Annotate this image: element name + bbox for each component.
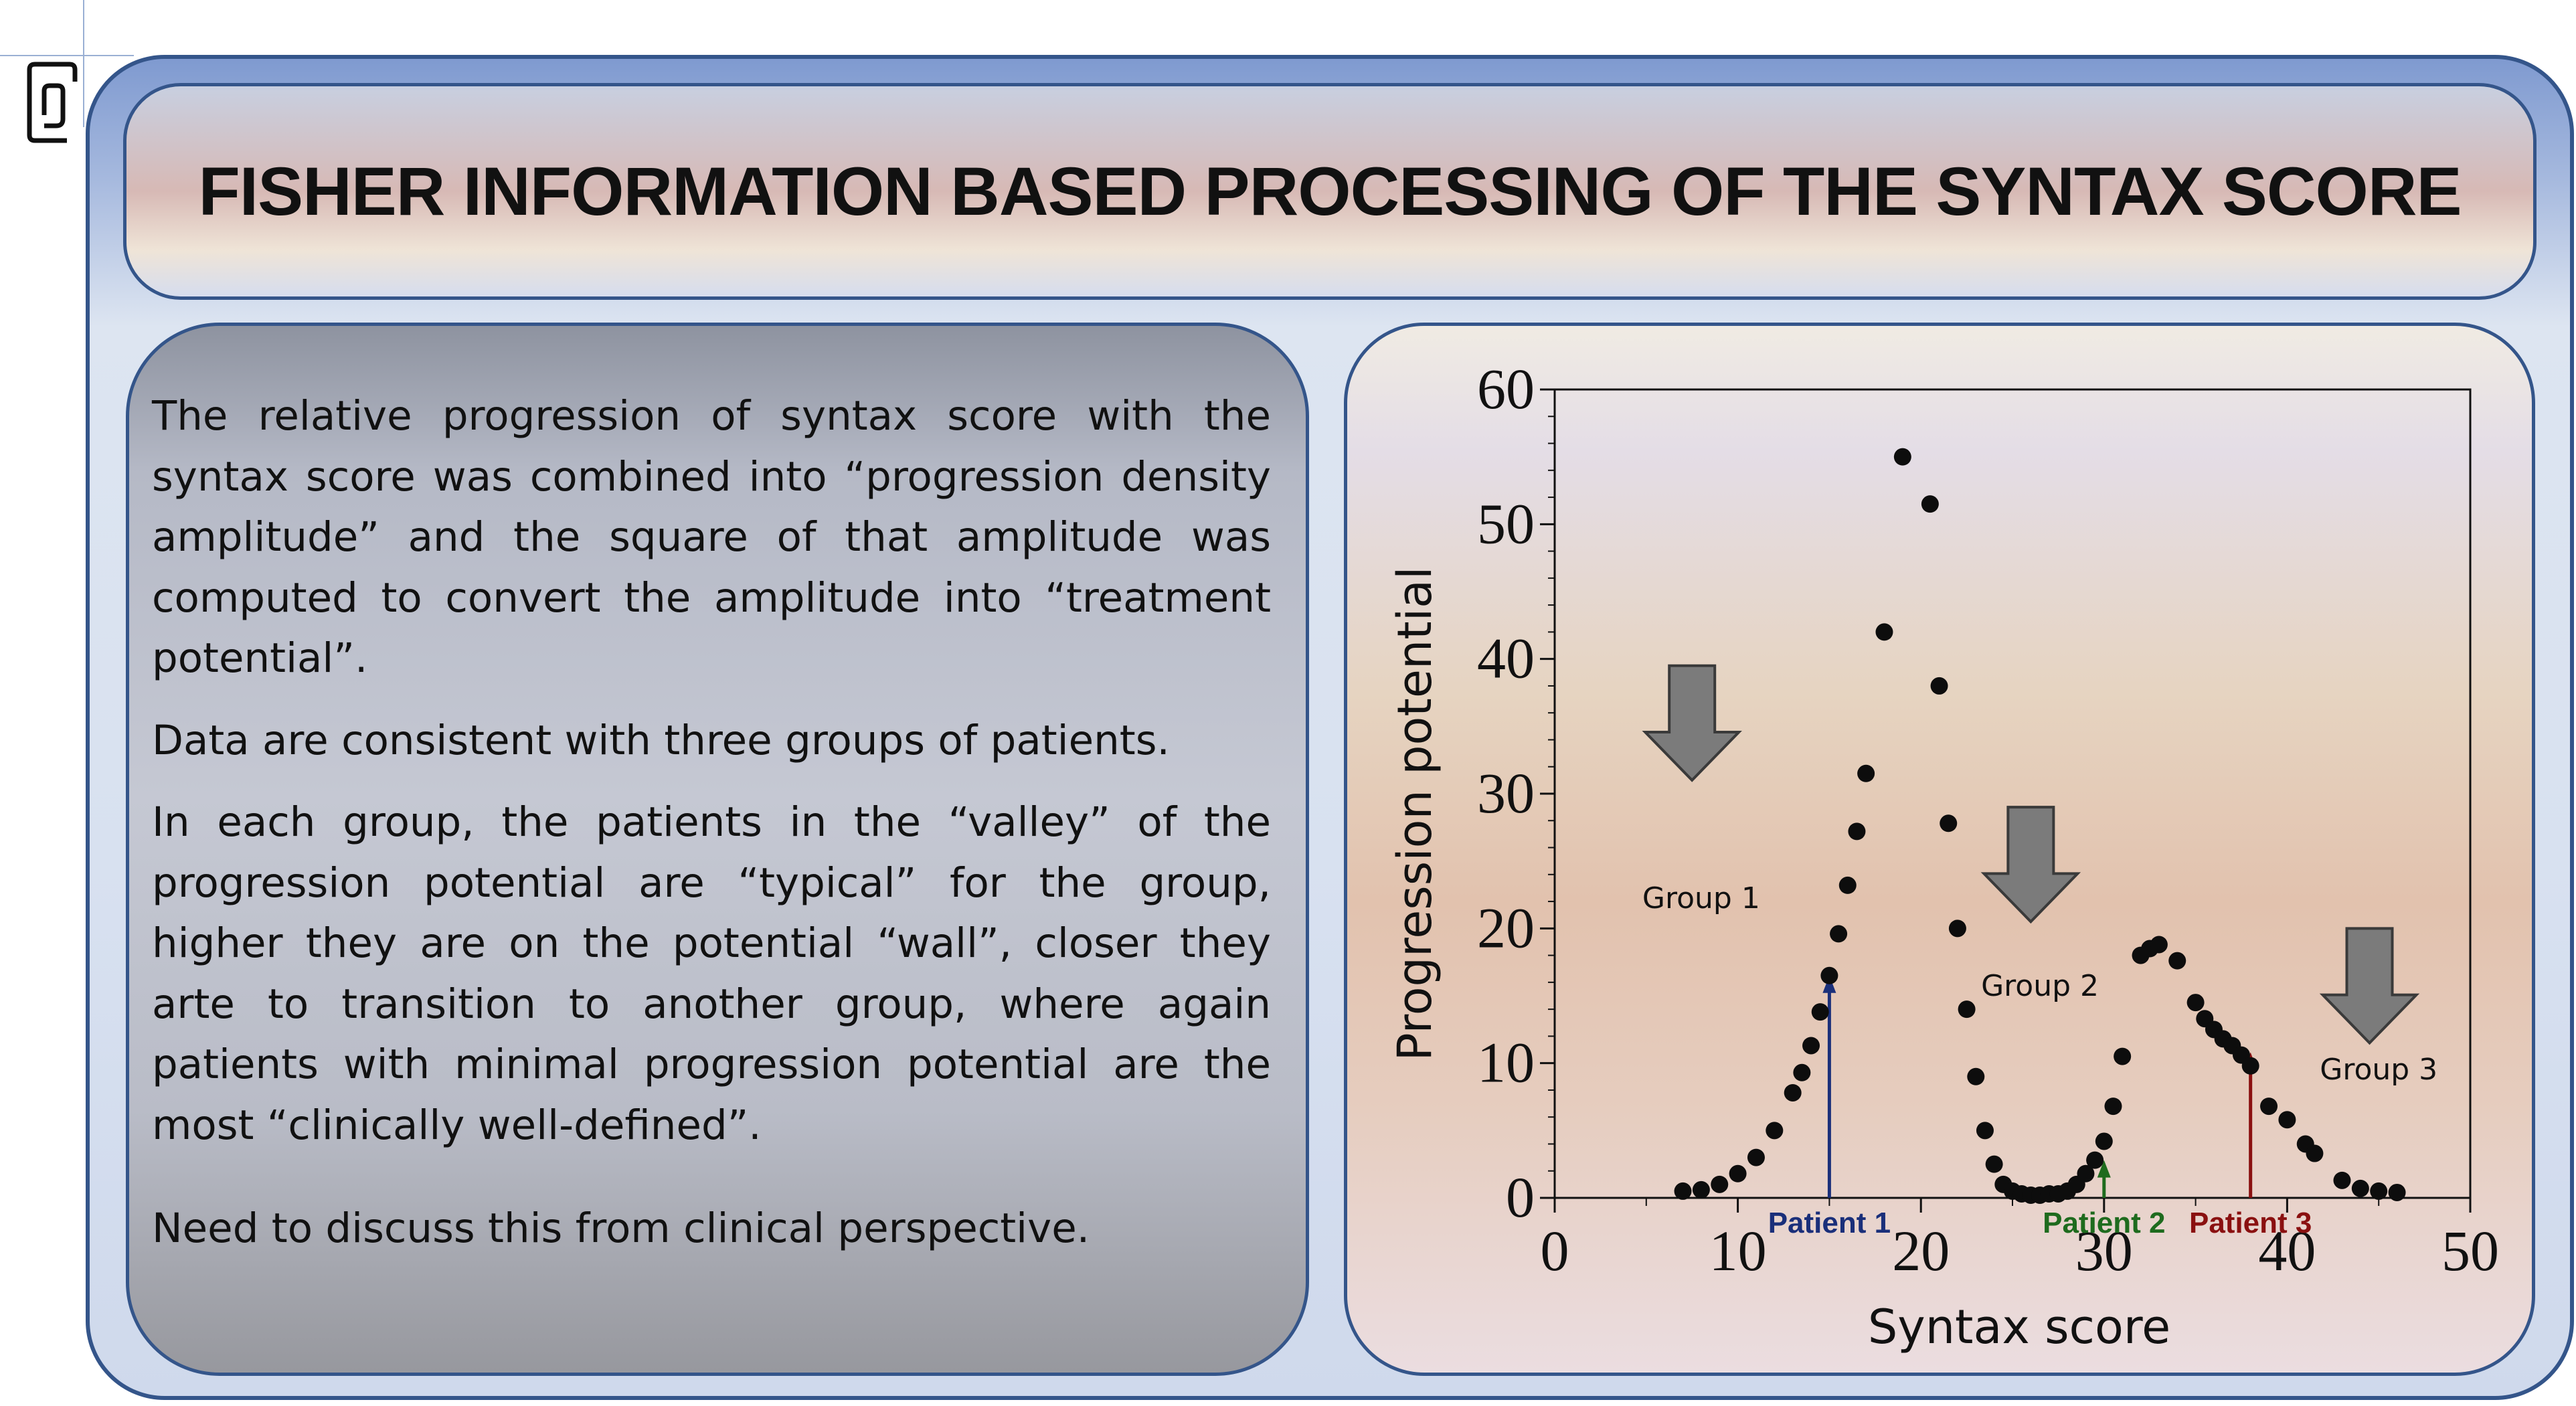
group-1-label: Group 1 (1642, 881, 1760, 915)
y-axis-title: Progression potential (1387, 567, 1442, 1061)
data-point (1766, 1122, 1784, 1140)
patient-1-label: Patient 1 (1768, 1207, 1891, 1239)
data-point (1838, 876, 1857, 894)
title-banner: FISHER INFORMATION BASED PROCESSING OF T… (123, 83, 2537, 300)
slide-title: FISHER INFORMATION BASED PROCESSING OF T… (198, 153, 2462, 230)
description-panel: The relative progression of syntax score… (126, 323, 1309, 1376)
data-point (1940, 814, 1958, 832)
data-point (1976, 1122, 1994, 1140)
data-point (1958, 1000, 1976, 1019)
paragraph-groups: Data are consistent with three groups of… (152, 716, 1170, 764)
data-point (1857, 764, 1875, 782)
chart-panel: 0 10 20 30 40 50 60 0 10 20 30 40 50 Syntax score Prog… (1344, 323, 2535, 1376)
group-1-arrow (1642, 664, 1742, 782)
group-2-label: Group 2 (1981, 969, 2099, 1003)
data-point (2150, 936, 2168, 954)
data-point (1875, 623, 1893, 641)
data-point (1793, 1063, 1811, 1081)
data-point (1711, 1175, 1729, 1193)
data-point (2306, 1144, 2324, 1162)
data-point (1848, 822, 1866, 841)
paragraph-discussion: Need to discuss this from clinical persp… (152, 1205, 1090, 1252)
y-tick-label: 50 (1477, 491, 1535, 555)
y-tick-label: 10 (1477, 1031, 1535, 1095)
y-tick-label: 60 (1477, 357, 1535, 421)
x-tick-label: 40 (2258, 1219, 2316, 1283)
data-point (1692, 1180, 1710, 1199)
data-point (1893, 448, 1911, 466)
data-point (2388, 1183, 2406, 1201)
x-tick-label: 20 (1892, 1219, 1950, 1283)
data-point (1985, 1155, 2003, 1173)
x-axis-title: Syntax score (1868, 1300, 2170, 1354)
data-point (1784, 1083, 1802, 1102)
x-tick-label: 30 (2075, 1219, 2133, 1283)
data-point (2333, 1171, 2351, 1189)
data-point (2095, 1132, 2113, 1150)
data-point (1747, 1148, 1765, 1166)
patient-3-label: Patient 3 (2189, 1207, 2312, 1239)
paragraph-valley: In each group, the patients in the “vall… (152, 798, 1271, 1149)
data-point (1674, 1182, 1692, 1200)
data-point (1820, 966, 1838, 984)
data-point (1930, 677, 1948, 695)
data-point (2104, 1097, 2122, 1116)
data-point (2351, 1179, 2369, 1197)
data-point (2241, 1057, 2259, 1075)
data-point (1830, 925, 1848, 943)
y-tick-label: 0 (1506, 1165, 1535, 1229)
data-point (1811, 1003, 1829, 1021)
group-2-arrow (1980, 806, 2081, 924)
data-point (2370, 1182, 2388, 1200)
patient-2-label: Patient 2 (2043, 1207, 2165, 1239)
group-3-arrow (2319, 927, 2420, 1045)
data-point (1948, 919, 1966, 938)
data-point (2114, 1047, 2132, 1065)
logo-icon (27, 62, 78, 143)
data-point (2077, 1164, 2095, 1182)
data-point (2186, 994, 2205, 1012)
data-point (1967, 1067, 1985, 1085)
progression-chart: 0 10 20 30 40 50 60 0 10 20 30 40 50 Syntax score Prog… (1387, 357, 2499, 1354)
x-tick-label: 50 (2441, 1219, 2499, 1283)
data-point (2168, 952, 2186, 970)
data-point (2260, 1097, 2278, 1116)
data-point (1921, 495, 1939, 513)
y-tick-label: 40 (1477, 626, 1535, 691)
paragraph-intro: The relative progression of syntax score… (152, 392, 1271, 682)
corner-guide-horizontal (0, 55, 134, 56)
patient-1-arrowhead (1822, 975, 1836, 993)
x-tick-label: 10 (1709, 1219, 1767, 1283)
data-point (1729, 1164, 1747, 1182)
y-tick-label: 30 (1477, 761, 1535, 825)
corner-guide-vertical (83, 0, 84, 127)
data-point (2086, 1151, 2104, 1169)
group-3-label: Group 3 (2320, 1053, 2437, 1087)
patient-2-arrowhead (2097, 1160, 2111, 1178)
x-tick-label: 0 (1541, 1219, 1569, 1283)
data-point (1802, 1037, 1820, 1055)
y-tick-label: 20 (1477, 895, 1535, 960)
description-content: The relative progression of syntax score… (152, 386, 1271, 1281)
data-point (2278, 1111, 2296, 1129)
